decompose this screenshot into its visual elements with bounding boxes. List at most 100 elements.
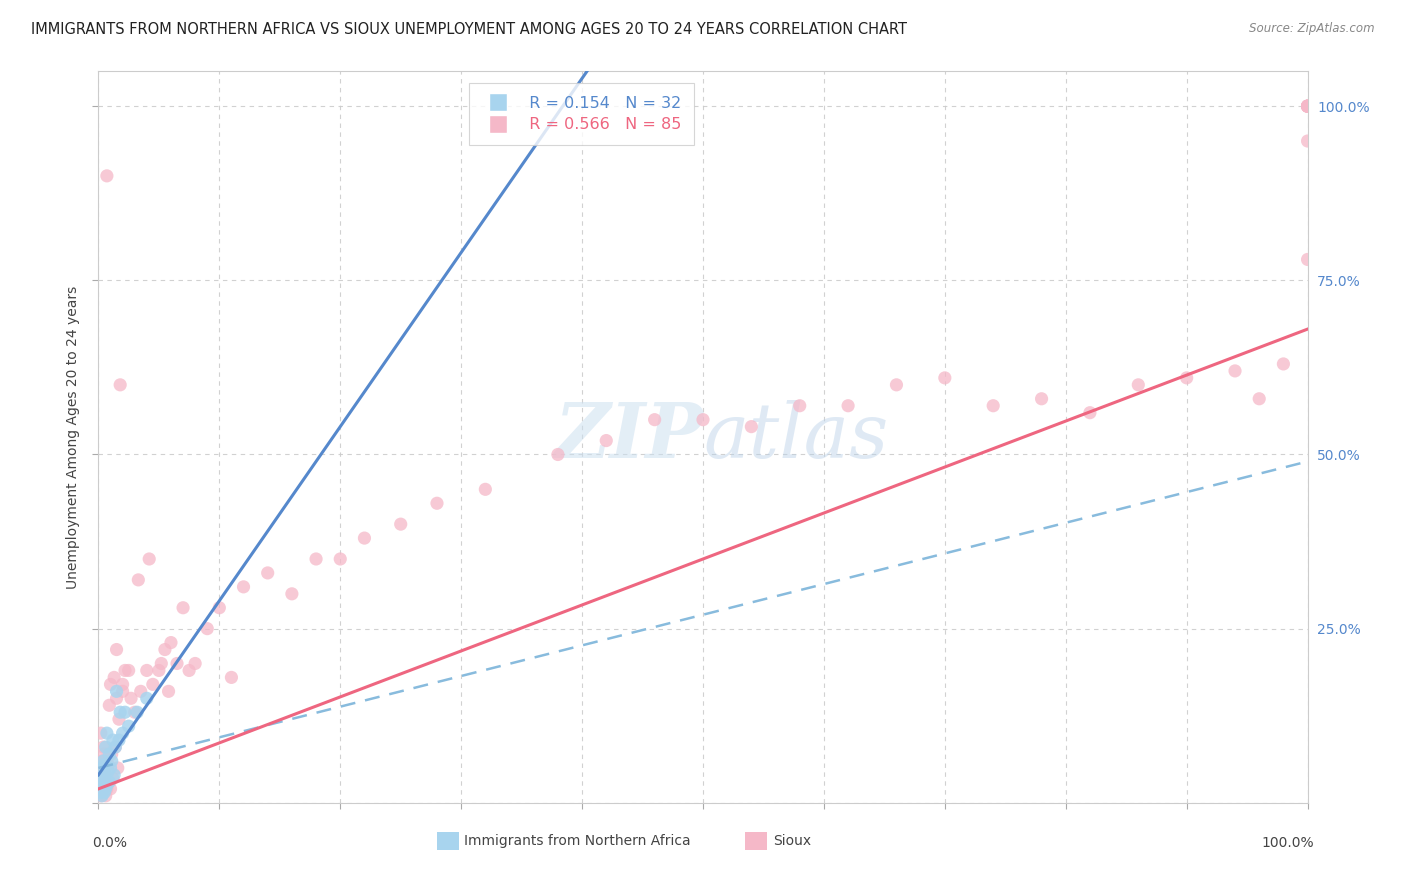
- Point: [96, 778, 118, 792]
- Point: [97, 764, 120, 779]
- Point: [118, 664, 141, 678]
- Point: [1296, 99, 1319, 113]
- Point: [221, 670, 243, 684]
- Legend:   R = 0.154   N = 32,   R = 0.566   N = 85: R = 0.154 N = 32, R = 0.566 N = 85: [470, 83, 693, 145]
- Point: [94, 781, 117, 796]
- Point: [108, 712, 131, 726]
- Point: [148, 664, 170, 678]
- Point: [93, 757, 115, 772]
- Point: [108, 733, 131, 747]
- Point: [91, 740, 114, 755]
- Point: [1296, 99, 1319, 113]
- Point: [157, 684, 180, 698]
- Point: [101, 733, 124, 747]
- Point: [114, 705, 136, 719]
- Point: [90, 785, 112, 799]
- Point: [329, 552, 352, 566]
- Point: [108, 705, 131, 719]
- Point: [1078, 406, 1101, 420]
- Point: [353, 531, 375, 545]
- Text: Immigrants from Northern Africa: Immigrants from Northern Africa: [464, 834, 690, 847]
- Point: [107, 761, 129, 775]
- Point: [135, 664, 157, 678]
- Point: [232, 580, 254, 594]
- Point: [281, 587, 304, 601]
- Point: [129, 684, 152, 698]
- Point: [105, 691, 128, 706]
- Point: [1175, 371, 1198, 385]
- Point: [981, 399, 1004, 413]
- Point: [90, 775, 112, 789]
- Point: [93, 747, 115, 761]
- Point: [108, 377, 131, 392]
- Point: [91, 789, 114, 803]
- Point: [90, 726, 112, 740]
- Point: [1223, 364, 1246, 378]
- Point: [104, 740, 127, 755]
- Point: [103, 670, 125, 684]
- Text: 0.0%: 0.0%: [93, 836, 128, 850]
- Point: [124, 705, 146, 719]
- Point: [111, 726, 134, 740]
- Point: [1249, 392, 1271, 406]
- Point: [100, 747, 122, 761]
- Point: [96, 726, 118, 740]
- Point: [179, 664, 201, 678]
- Point: [91, 754, 114, 768]
- Point: [90, 789, 112, 803]
- Point: [93, 775, 115, 789]
- Point: [101, 772, 124, 786]
- Point: [105, 642, 128, 657]
- Point: [195, 622, 218, 636]
- Text: Sioux: Sioux: [773, 834, 811, 847]
- Point: [127, 705, 149, 719]
- Point: [153, 642, 176, 657]
- Y-axis label: Unemployment Among Ages 20 to 24 years: Unemployment Among Ages 20 to 24 years: [66, 285, 80, 589]
- Point: [104, 740, 127, 755]
- Text: Source: ZipAtlas.com: Source: ZipAtlas.com: [1250, 22, 1375, 36]
- Point: [89, 781, 111, 796]
- Point: [118, 719, 141, 733]
- Point: [1296, 99, 1319, 113]
- Point: [111, 684, 134, 698]
- Point: [1296, 99, 1319, 113]
- Point: [166, 657, 188, 671]
- Point: [184, 657, 207, 671]
- Point: [474, 483, 496, 497]
- Point: [1296, 99, 1319, 113]
- Point: [1296, 134, 1319, 148]
- Point: [886, 377, 908, 392]
- Point: [91, 768, 114, 782]
- Text: atlas: atlas: [703, 401, 889, 474]
- Point: [97, 757, 120, 772]
- Point: [160, 635, 183, 649]
- Point: [98, 775, 121, 789]
- Point: [114, 664, 136, 678]
- Point: [837, 399, 859, 413]
- Point: [1296, 99, 1319, 113]
- Point: [142, 677, 165, 691]
- Point: [96, 169, 118, 183]
- Text: IMMIGRANTS FROM NORTHERN AFRICA VS SIOUX UNEMPLOYMENT AMONG AGES 20 TO 24 YEARS : IMMIGRANTS FROM NORTHERN AFRICA VS SIOUX…: [31, 22, 907, 37]
- Point: [120, 691, 142, 706]
- Point: [644, 412, 666, 426]
- Point: [94, 768, 117, 782]
- Point: [172, 600, 194, 615]
- Point: [127, 573, 149, 587]
- Point: [100, 754, 122, 768]
- Point: [1296, 252, 1319, 267]
- Text: 100.0%: 100.0%: [1261, 836, 1313, 850]
- Text: ZIP: ZIP: [554, 401, 703, 474]
- Point: [89, 781, 111, 796]
- Point: [138, 552, 160, 566]
- Point: [111, 677, 134, 691]
- Point: [135, 691, 157, 706]
- Bar: [745, 832, 768, 850]
- Point: [98, 747, 121, 761]
- Point: [91, 781, 114, 796]
- Point: [98, 698, 121, 713]
- Point: [96, 781, 118, 796]
- Point: [91, 778, 114, 792]
- Point: [91, 754, 114, 768]
- Point: [1272, 357, 1295, 371]
